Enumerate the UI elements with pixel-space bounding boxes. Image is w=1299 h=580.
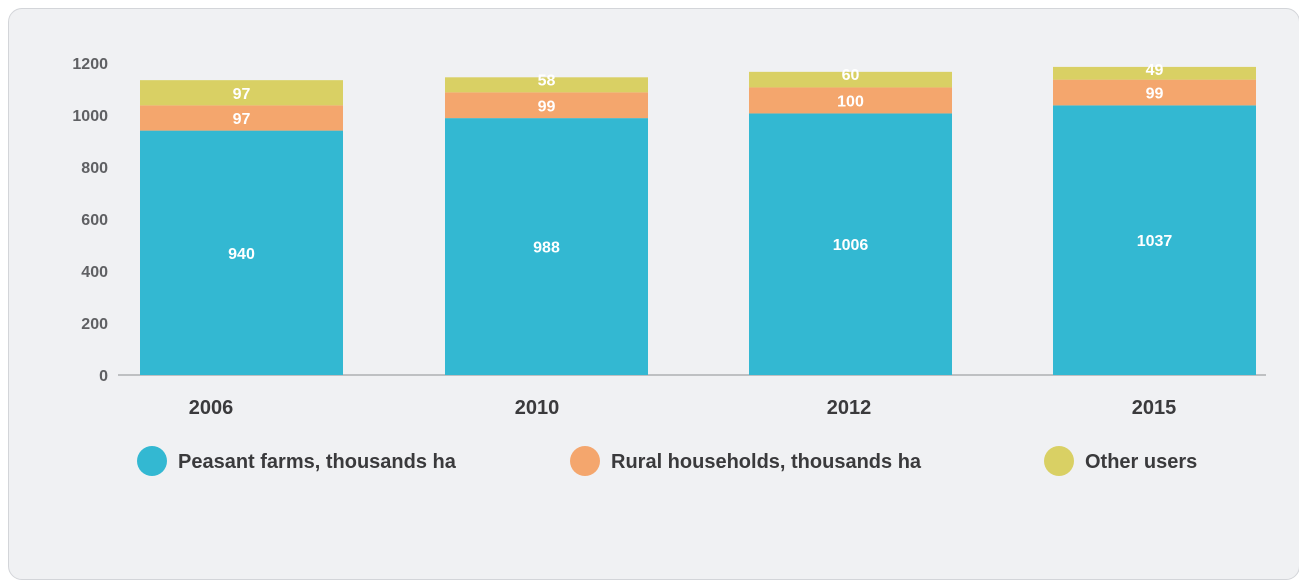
y-tick-label: 800 (81, 160, 108, 177)
y-tick-label: 400 (81, 264, 108, 281)
legend-item: Peasant farms, thousands ha (137, 446, 457, 476)
legend-swatch (137, 446, 167, 476)
data-label: 97 (233, 86, 251, 103)
x-category-label: 2006 (189, 397, 234, 419)
legend-item: Other users (1044, 446, 1197, 476)
x-category-label: 2015 (1132, 397, 1177, 419)
data-label: 99 (538, 98, 556, 115)
bar-segment (749, 113, 952, 375)
legend-label: Other users (1085, 451, 1197, 473)
x-category-label: 2012 (827, 397, 872, 419)
bar-segment (140, 130, 343, 375)
bar-segment (1053, 105, 1256, 375)
x-axis-categories: 2006 2010 2012 2015 (189, 397, 1177, 419)
bar-segment (749, 71, 952, 88)
y-axis-ticks: 0 200 400 600 800 1000 1200 (72, 56, 108, 385)
bar-segment (1053, 66, 1256, 80)
bar-segment (140, 80, 343, 106)
data-label: 49 (1146, 62, 1164, 79)
y-tick-label: 200 (81, 316, 108, 333)
legend-swatch (1044, 446, 1074, 476)
legend: Peasant farms, thousands ha Rural househo… (137, 446, 1197, 476)
bar-segment (445, 92, 648, 119)
data-label: 988 (533, 240, 560, 257)
bars (140, 66, 1256, 376)
y-tick-label: 600 (81, 212, 108, 229)
y-tick-label: 0 (99, 368, 108, 385)
x-category-label: 2010 (515, 397, 560, 419)
data-labels: 940 97 97 988 99 58 1006 100 60 1037 99 49 (228, 62, 1172, 263)
bar-segment (445, 77, 648, 93)
data-label: 58 (538, 72, 556, 89)
y-tick-label: 1000 (72, 108, 108, 125)
legend-label: Rural households, thousands ha (611, 451, 922, 473)
data-label: 940 (228, 246, 255, 263)
data-label: 97 (233, 111, 251, 128)
legend-swatch (570, 446, 600, 476)
data-label: 1006 (833, 237, 869, 254)
bar-segment (749, 87, 952, 114)
legend-item: Rural households, thousands ha (570, 446, 922, 476)
bar-segment (140, 105, 343, 131)
y-tick-label: 1200 (72, 56, 108, 73)
data-label: 1037 (1137, 233, 1173, 250)
legend-label: Peasant farms, thousands ha (178, 451, 457, 473)
data-label: 100 (837, 93, 864, 110)
data-label: 99 (1146, 86, 1164, 103)
bar-segment (445, 118, 648, 376)
bar-segment (1053, 79, 1256, 106)
data-label: 60 (842, 67, 860, 84)
